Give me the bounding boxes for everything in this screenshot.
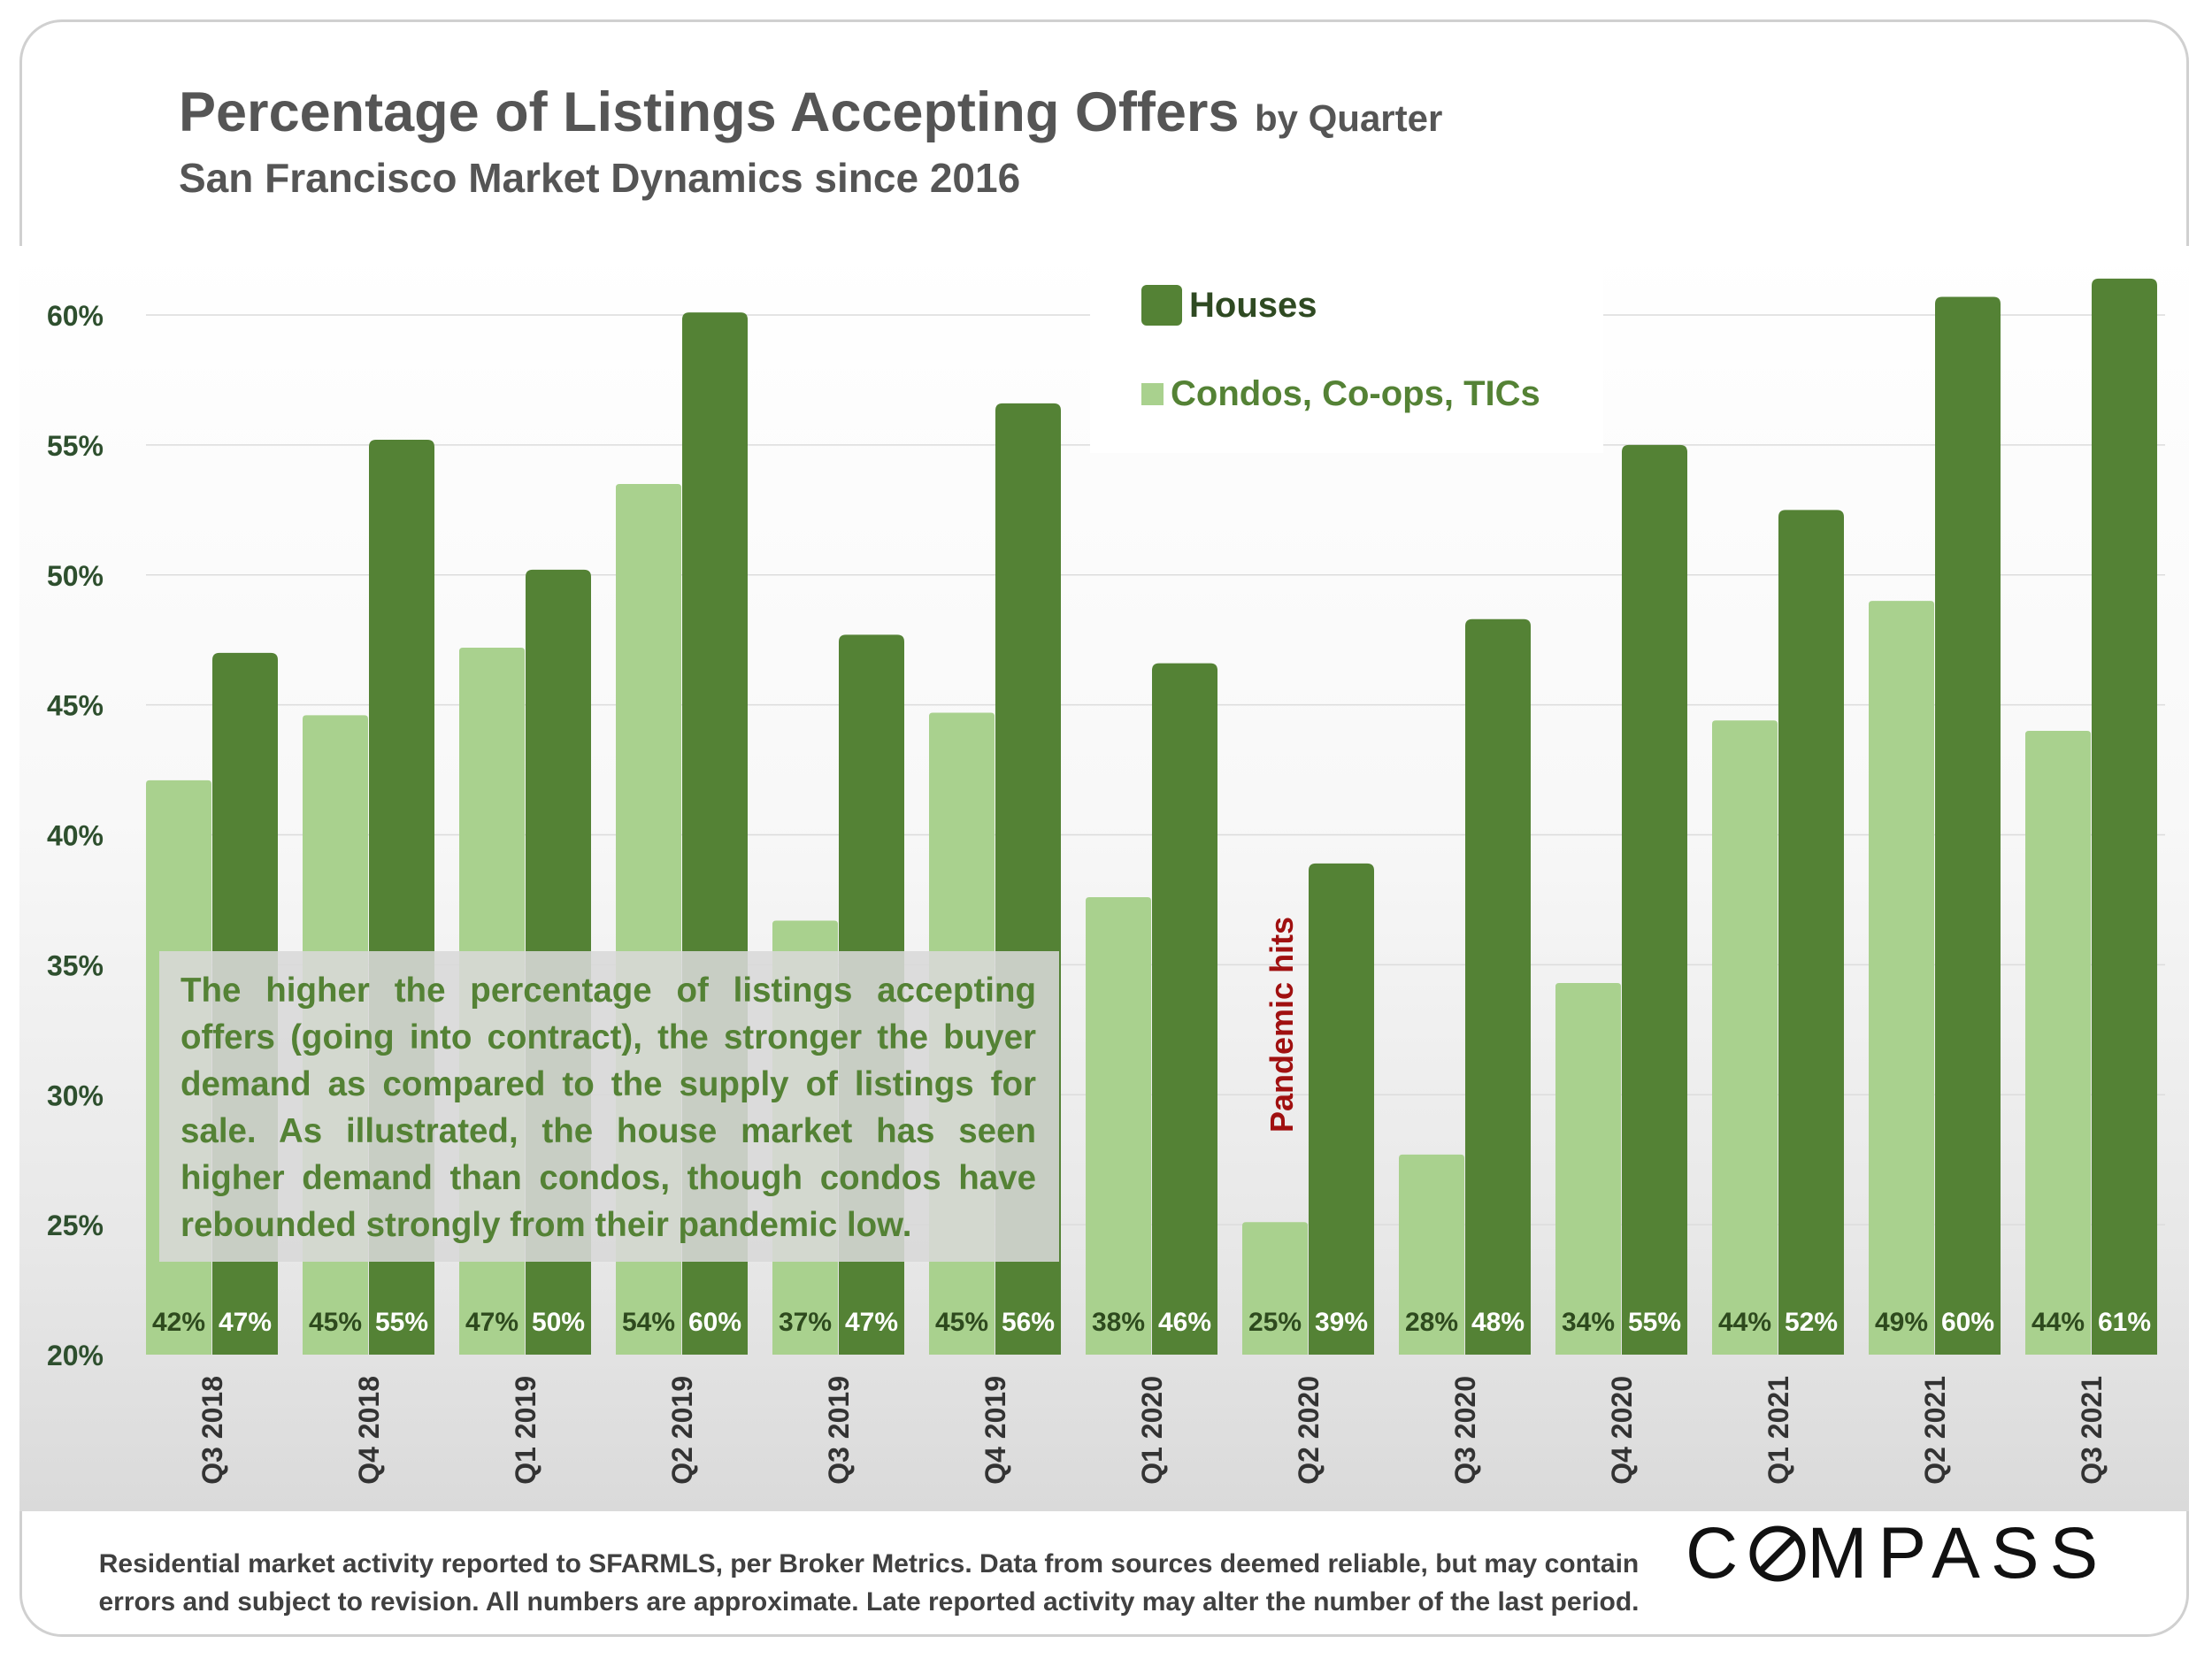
y-tick-label: 55% [47, 430, 104, 462]
value-label-houses: 47% [219, 1308, 272, 1337]
y-tick-label: 45% [47, 690, 104, 722]
bar-houses [1465, 618, 1531, 1355]
legend: Houses Condos, Co-ops, TICs [1090, 267, 1603, 453]
x-tick-label: Q4 2019 [979, 1376, 1011, 1485]
x-tick-label: Q1 2021 [1763, 1376, 1794, 1485]
logo-o-icon [1749, 1525, 1806, 1582]
legend-swatch-condos [1141, 383, 1164, 405]
x-tick-label: Q2 2021 [1919, 1376, 1951, 1485]
value-label-houses: 52% [1785, 1308, 1838, 1337]
logo-letters-start: C [1686, 1513, 1749, 1594]
y-tick-label: 20% [47, 1340, 104, 1371]
value-label-condos: 34% [1562, 1308, 1615, 1337]
bar-houses [1935, 296, 2001, 1355]
value-label-condos: 44% [1718, 1308, 1771, 1337]
value-label-condos: 49% [1875, 1308, 1928, 1337]
y-tick-label: 35% [47, 949, 104, 981]
value-label-condos: 54% [622, 1308, 675, 1337]
x-tick-label: Q3 2021 [2076, 1376, 2108, 1485]
bar-condos [1869, 601, 1934, 1355]
bar-houses [1152, 663, 1217, 1355]
legend-item-condos: Condos, Co-ops, TICs [1141, 374, 1540, 414]
footer-line-2: errors and subject to revision. All numb… [98, 1587, 1640, 1617]
legend-label-houses: Houses [1189, 285, 1317, 325]
pandemic-label-text: Pandemic hits [1263, 916, 1300, 1133]
value-label-condos: 47% [465, 1308, 518, 1337]
footer-line-1: Residential market activity reported to … [98, 1549, 1640, 1578]
x-tick-label: Q4 2020 [1606, 1376, 1638, 1485]
compass-logo: C MPASS [1686, 1517, 2108, 1590]
value-labels: 42% 47% 45% 55% 47% 50% 54% 60% 37% 47% 45% 56% 38% 4… [152, 1308, 2151, 1337]
x-tick-label: Q3 2019 [823, 1376, 855, 1485]
y-tick-label: 50% [47, 560, 104, 592]
value-label-houses: 55% [375, 1308, 428, 1337]
logo-letters-end: MPASS [1807, 1513, 2109, 1594]
legend-item-houses: Houses [1141, 285, 1317, 326]
y-axis: 20% 25% 30% 35% 40% 45% 50% 55% 60% [47, 300, 104, 1371]
y-tick-label: 60% [47, 300, 104, 332]
y-tick-label: 30% [47, 1079, 104, 1111]
value-label-houses: 39% [1315, 1308, 1368, 1337]
value-label-houses: 46% [1158, 1308, 1211, 1337]
value-label-houses: 48% [1471, 1308, 1525, 1337]
legend-label-condos: Condos, Co-ops, TICs [1171, 374, 1540, 413]
x-tick-label: Q3 2018 [196, 1376, 228, 1485]
bar-houses [1778, 510, 1844, 1355]
value-label-houses: 56% [1002, 1308, 1055, 1337]
value-label-condos: 38% [1092, 1308, 1145, 1337]
x-axis: Q3 2018 Q4 2018 Q1 2019 Q2 2019 Q3 2019 Q4 20… [196, 1376, 2108, 1485]
y-tick-label: 25% [47, 1210, 104, 1241]
x-tick-label: Q3 2020 [1449, 1376, 1481, 1485]
value-label-condos: 45% [935, 1308, 988, 1337]
bar-houses [1309, 863, 1374, 1355]
value-label-houses: 60% [1941, 1308, 1994, 1337]
bar-houses [2092, 278, 2157, 1355]
value-label-houses: 55% [1628, 1308, 1681, 1337]
annotation-note: The higher the percentage of listings ac… [159, 951, 1059, 1262]
footer-disclaimer: Residential market activity reported to … [73, 1545, 1665, 1621]
value-label-condos: 28% [1405, 1308, 1458, 1337]
bar-condos [2025, 731, 2091, 1355]
x-tick-label: Q1 2019 [510, 1376, 541, 1485]
value-label-condos: 42% [152, 1308, 205, 1337]
value-label-houses: 60% [688, 1308, 741, 1337]
bar-condos [1399, 1154, 1464, 1355]
x-tick-label: Q2 2019 [666, 1376, 698, 1485]
bar-condos [1712, 720, 1778, 1355]
value-label-houses: 61% [2098, 1308, 2151, 1337]
x-tick-label: Q1 2020 [1136, 1376, 1168, 1485]
chart-title: Percentage of Listings Accepting Offers … [179, 85, 1442, 141]
value-label-condos: 37% [779, 1308, 832, 1337]
value-label-houses: 47% [845, 1308, 898, 1337]
y-tick-label: 40% [47, 820, 104, 852]
chart-subtitle: San Francisco Market Dynamics since 2016 [179, 155, 1021, 201]
value-label-condos: 45% [309, 1308, 362, 1337]
legend-swatch-houses [1141, 285, 1182, 326]
x-tick-label: Q4 2018 [353, 1376, 385, 1485]
bar-houses [1622, 444, 1687, 1355]
bar-condos [1086, 897, 1151, 1355]
value-label-condos: 25% [1248, 1308, 1302, 1337]
chart-title-suffix: by Quarter [1254, 97, 1443, 139]
bar-condos [1242, 1222, 1308, 1355]
value-label-condos: 44% [2032, 1308, 2085, 1337]
chart-title-main: Percentage of Listings Accepting Offers [179, 81, 1240, 143]
x-tick-label: Q2 2020 [1293, 1376, 1325, 1485]
bar-condos [1555, 982, 1621, 1355]
value-label-houses: 50% [532, 1308, 585, 1337]
